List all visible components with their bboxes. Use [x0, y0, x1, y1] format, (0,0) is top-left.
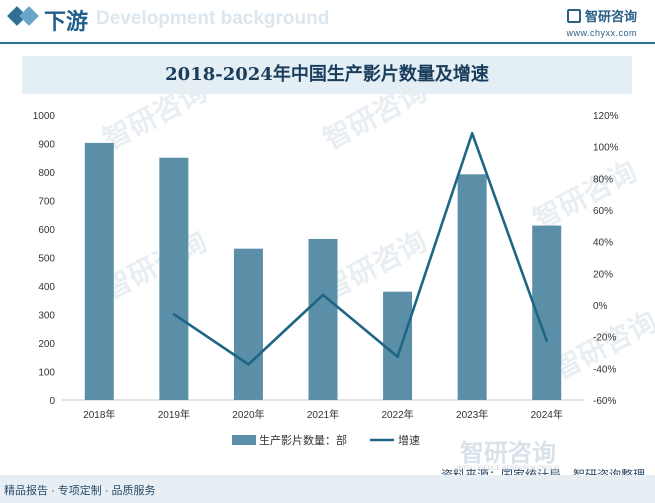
header-watermark: Development background [96, 8, 330, 29]
growth-line [173, 132, 548, 366]
legend-swatch-bars [232, 435, 256, 445]
x-tick-label: 2024年 [531, 408, 563, 421]
y-right-tick-label: -20% [593, 333, 616, 344]
x-tick-label: 2023年 [456, 408, 488, 421]
y-left-tick-label: 1000 [33, 111, 56, 122]
x-tick-label: 2021年 [307, 408, 339, 421]
y-right-tick-label: -40% [593, 364, 616, 375]
header-divider [0, 42, 655, 44]
y-left-tick-label: 200 [38, 339, 55, 350]
y-right-tick-label: 0% [593, 301, 608, 312]
bar [84, 142, 114, 400]
y-left-tick-label: 800 [38, 168, 55, 179]
watermark-text: 智研咨询 [528, 154, 642, 236]
x-tick-label: 2019年 [158, 408, 190, 421]
y-left-tick-label: 900 [38, 140, 55, 151]
legend-label-bars: 生产影片数量：部 [259, 433, 347, 447]
brand-block: 智研咨询 www.chyxx.com [566, 6, 637, 38]
y-right-tick-label: 100% [593, 143, 619, 154]
growth-point [172, 312, 176, 316]
legend-label-line: 增速 [398, 433, 420, 447]
bar [233, 248, 263, 400]
y-left-tick-label: 100 [38, 368, 55, 379]
bar [457, 174, 487, 400]
y-right-tick-label: 60% [593, 206, 613, 217]
chart-title-bar: 2018-2024年中国生产影片数量及增速 [22, 56, 632, 94]
y-left-tick-label: 0 [49, 396, 55, 407]
watermark-text: 智研咨询 [318, 74, 432, 156]
growth-point [321, 293, 325, 297]
growth-point [396, 355, 399, 358]
y-right-tick-label: 120% [593, 111, 619, 122]
bar [383, 291, 413, 400]
watermark-text: 智研咨询 [98, 74, 212, 156]
bar [308, 238, 338, 400]
section-title: 下游 [44, 10, 89, 35]
footer-watermark-en: INTELLIGENCE RESEARCH GROUP [457, 466, 559, 472]
x-tick-label: 2018年 [83, 408, 115, 421]
y-right-tick-label: -60% [593, 396, 616, 407]
y-left-tick-label: 300 [38, 311, 55, 322]
y-left-tick-label: 700 [38, 197, 55, 208]
brand-name: 智研咨询 [584, 10, 637, 25]
chart-title: 2018-2024年中国生产影片数量及增速 [165, 64, 489, 85]
footer-watermark-cn: 智研咨询 [460, 439, 556, 467]
y-left-tick-label: 600 [38, 225, 55, 236]
brand-logo-icon [566, 8, 581, 23]
brand-url: www.chyxx.com [566, 28, 637, 38]
y-right-tick-label: 20% [593, 269, 613, 280]
footer-band [0, 475, 655, 503]
footer-tagline: 精品报告 · 专项定制 · 品质服务 [4, 485, 156, 497]
growth-point [545, 339, 548, 343]
page-header: Development background 下游 智研咨询 www.chyxx… [0, 0, 655, 44]
growth-point [470, 132, 474, 135]
x-tick-label: 2022年 [381, 408, 413, 421]
y-left-tick-label: 500 [38, 254, 55, 265]
growth-point [247, 363, 250, 366]
x-tick-label: 2020年 [232, 408, 264, 421]
y-right-tick-label: 80% [593, 174, 613, 185]
y-left-tick-label: 400 [38, 282, 55, 293]
watermark-text: 智研咨询 [98, 224, 212, 306]
bar [159, 157, 189, 400]
y-right-tick-label: 40% [593, 238, 613, 249]
